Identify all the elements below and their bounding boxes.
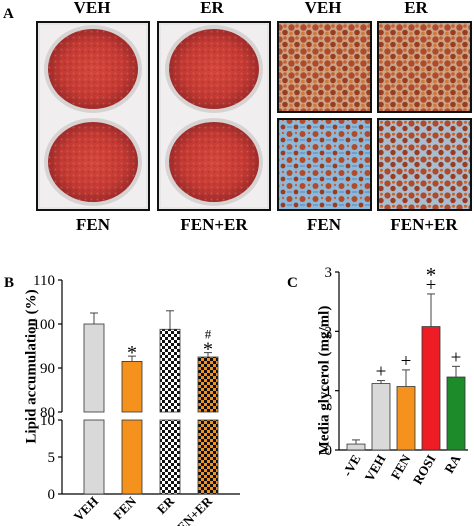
micrograph-veh [277,21,372,113]
x-tick-label: VEH [362,452,389,484]
panel-c-letter: C [287,275,298,291]
panel-b-letter: B [4,275,15,291]
micro-label-fen-er: FEN+ER [390,215,458,234]
y-tick-label: 3 [325,265,333,281]
dish-label-fen: FEN [76,215,110,234]
micrograph-er [377,21,472,113]
significance-marker: + [451,347,462,368]
bar [446,376,466,451]
bar-upper [121,361,143,413]
significance-marker: + [401,351,412,372]
dish-label-veh: VEH [73,0,111,17]
dish-label-fen-er: FEN+ER [180,215,248,234]
dish-label-er: ER [200,0,224,17]
bar [396,386,416,451]
y-tick-label: 2 [325,324,333,340]
significance-marker: + [426,275,437,296]
x-tick-label: ROSI [410,452,439,487]
y-tick-label: 5 [48,450,56,466]
y-tick-label: 0 [325,443,333,459]
bar [371,383,391,451]
y-tick-label: 1 [325,384,333,400]
significance-marker: + [376,362,387,383]
bar-lower [121,419,143,495]
y-tick-label: 90 [40,361,55,377]
y-tick-label: 0 [48,487,56,503]
bar-lower [83,419,105,495]
panel-a-letter: A [3,6,14,22]
x-tick-label: RA [441,451,464,475]
bar-upper [83,323,105,413]
x-tick-label: VEH [71,494,102,525]
micrograph-fen [277,118,372,211]
y-tick-label: 10 [40,413,55,429]
micro-label-fen: FEN [307,215,341,234]
micro-label-er: ER [404,0,428,17]
bar [346,443,366,451]
bar [421,326,441,451]
significance-marker: * [203,339,213,361]
y-tick-label: 110 [33,273,55,289]
x-tick-label: -VE [339,452,363,479]
bar-upper [197,356,219,413]
x-tick-label: FEN+ER [168,493,215,526]
bar-lower [159,419,181,495]
micrograph-fen-er [377,118,472,211]
bar-upper [159,328,181,413]
significance-marker: # [205,327,212,342]
x-tick-label: FEN [110,493,139,522]
x-tick-label: ER [154,493,178,517]
micro-label-veh: VEH [304,0,342,17]
y-tick-label: 100 [33,317,56,333]
y-tick-label: 80 [40,405,55,421]
bar-lower [197,419,219,495]
significance-marker: * [127,342,137,364]
dish-photos [36,21,472,211]
significance-marker: * [426,263,437,287]
